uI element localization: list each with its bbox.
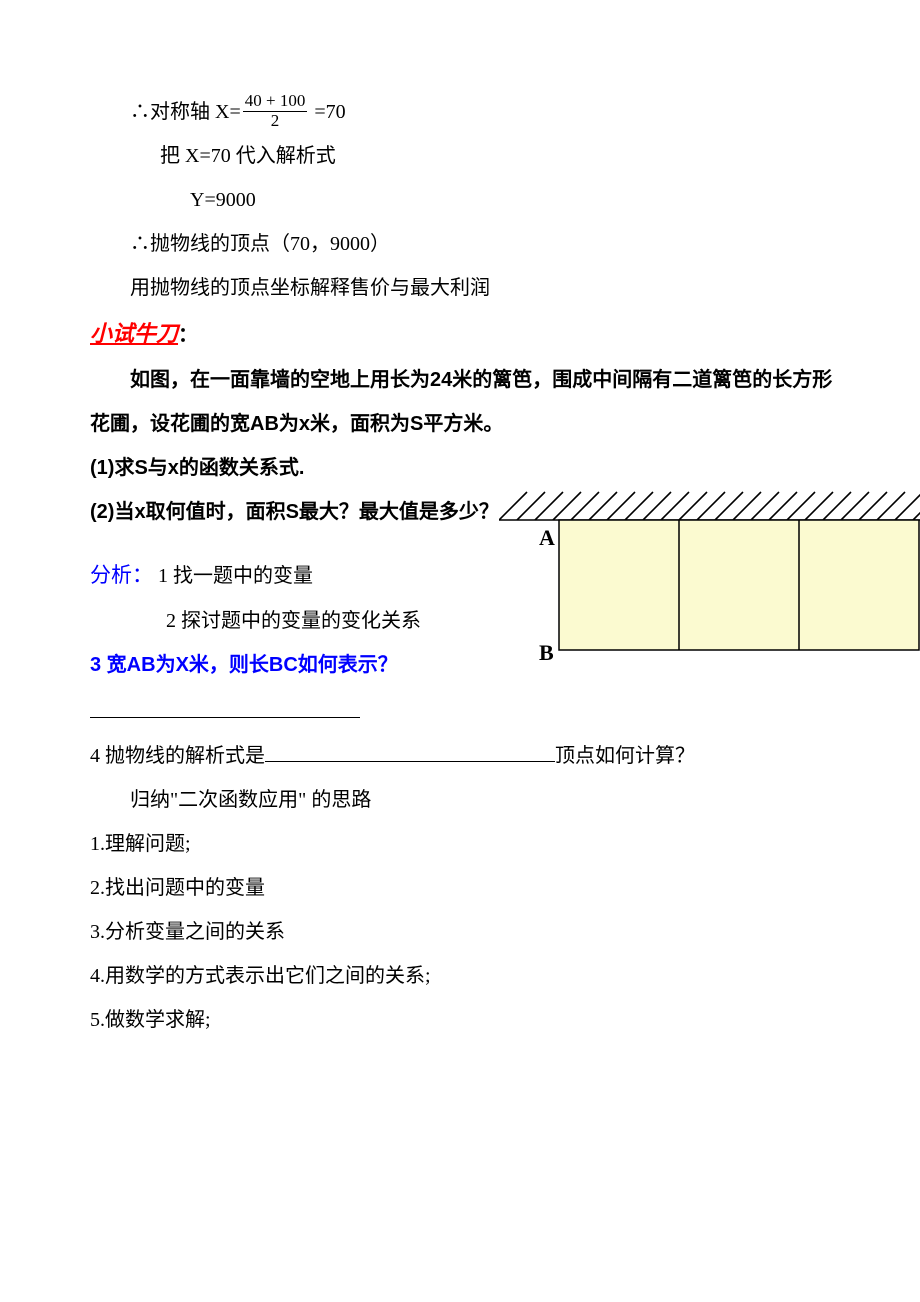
problem-q2: (2)当x取何值时，面积S最大？最大值是多少？ [90, 490, 499, 534]
fraction: 40 + 1002 [243, 92, 308, 130]
item4-suffix: 顶点如何计算？ [555, 745, 695, 767]
fence-diagram: ADBC [499, 490, 920, 690]
summary-4: 4.用数学的方式表示出它们之间的关系; [90, 954, 840, 998]
colon: ： [178, 324, 198, 346]
section-heading: 小试牛刀： [90, 310, 840, 358]
text: =70 [309, 101, 345, 123]
analysis-item-4: 4 抛物线的解析式是 顶点如何计算？ [90, 734, 840, 778]
blank-line-4 [265, 740, 555, 762]
math-line-1: ∴对称轴 X=40 + 1002 =70 [90, 90, 840, 134]
summary-title: 归纳"二次函数应用" 的思路 [90, 778, 840, 822]
svg-text:B: B [539, 640, 554, 665]
analysis-label: 分析： [90, 563, 153, 587]
svg-text:A: A [539, 525, 555, 550]
text: ∴对称轴 X= [130, 101, 241, 123]
summary-5: 5.做数学求解; [90, 998, 840, 1042]
analysis-row: 分析： 1 找一题中的变量 [90, 552, 499, 598]
analysis-item-3: 3 宽AB为X米，则长BC如何表示？ [90, 643, 499, 687]
summary-3: 3.分析变量之间的关系 [90, 910, 840, 954]
section-title: 小试牛刀 [90, 321, 178, 346]
analysis-item-2: 2 探讨题中的变量的变化关系 [90, 599, 499, 643]
item4-prefix: 4 抛物线的解析式是 [90, 745, 265, 767]
analysis-item-1: 1 找一题中的变量 [158, 565, 313, 587]
math-line-2: 把 X=70 代入解析式 [90, 134, 840, 178]
problem-text: 如图，在一面靠墙的空地上用长为24米的篱笆，围成中间隔有二道篱笆的长方形花圃，设… [90, 358, 840, 446]
summary-1: 1.理解问题; [90, 822, 840, 866]
summary-2: 2.找出问题中的变量 [90, 866, 840, 910]
blank-line-3 [90, 690, 840, 734]
math-line-5: 用抛物线的顶点坐标解释售价与最大利润 [90, 266, 840, 310]
problem-q1: (1)求S与x的函数关系式. [90, 446, 840, 490]
math-line-3: Y=9000 [90, 178, 840, 222]
math-line-4: ∴抛物线的顶点（70，9000） [90, 222, 840, 266]
